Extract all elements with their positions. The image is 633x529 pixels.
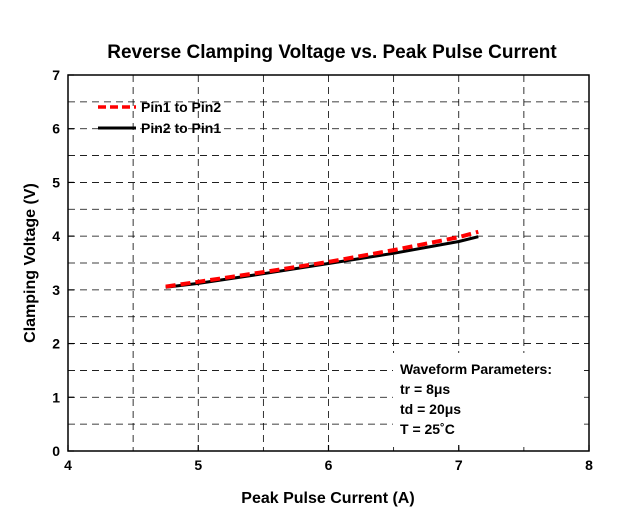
annotation-title: Waveform Parameters: bbox=[400, 361, 552, 377]
y-tick-label: 1 bbox=[52, 389, 60, 405]
annotation-line-td: td = 20μs bbox=[400, 401, 461, 417]
y-tick-label: 7 bbox=[52, 67, 60, 83]
legend: Pin1 to Pin2 Pin2 to Pin1 bbox=[98, 99, 221, 136]
legend-label-pin1-to-pin2: Pin1 to Pin2 bbox=[141, 99, 221, 115]
chart-title: Reverse Clamping Voltage vs. Peak Pulse … bbox=[107, 42, 557, 63]
y-tick-label: 6 bbox=[52, 121, 60, 137]
y-tick-label: 4 bbox=[52, 228, 60, 244]
y-tick-label: 0 bbox=[52, 443, 60, 459]
x-tick-label: 6 bbox=[325, 457, 333, 473]
axis-ticks: 4 5 6 7 8 0 1 2 3 4 5 6 7 bbox=[52, 67, 593, 473]
y-tick-label: 2 bbox=[52, 336, 60, 352]
y-tick-label: 3 bbox=[52, 282, 60, 298]
y-tick-label: 5 bbox=[52, 174, 60, 190]
series bbox=[165, 229, 479, 289]
annotation-line-tr: tr = 8μs bbox=[400, 381, 450, 397]
annotation-box: Waveform Parameters: tr = 8μs td = 20μs … bbox=[393, 353, 583, 443]
legend-label-pin2-to-pin1: Pin2 to Pin1 bbox=[141, 120, 221, 136]
annotation-background bbox=[393, 353, 583, 443]
x-tick-label: 8 bbox=[585, 457, 593, 473]
x-tick-label: 7 bbox=[455, 457, 463, 473]
series-line-pin1-to-pin2 bbox=[165, 229, 479, 289]
x-tick-label: 4 bbox=[64, 457, 72, 473]
x-axis-label: Peak Pulse Current (A) bbox=[241, 490, 414, 507]
annotation-line-temperature: T = 25˚C bbox=[400, 421, 455, 437]
x-tick-label: 5 bbox=[194, 457, 202, 473]
y-axis-label: Clamping Voltage (V) bbox=[22, 183, 39, 343]
grid bbox=[68, 75, 589, 451]
